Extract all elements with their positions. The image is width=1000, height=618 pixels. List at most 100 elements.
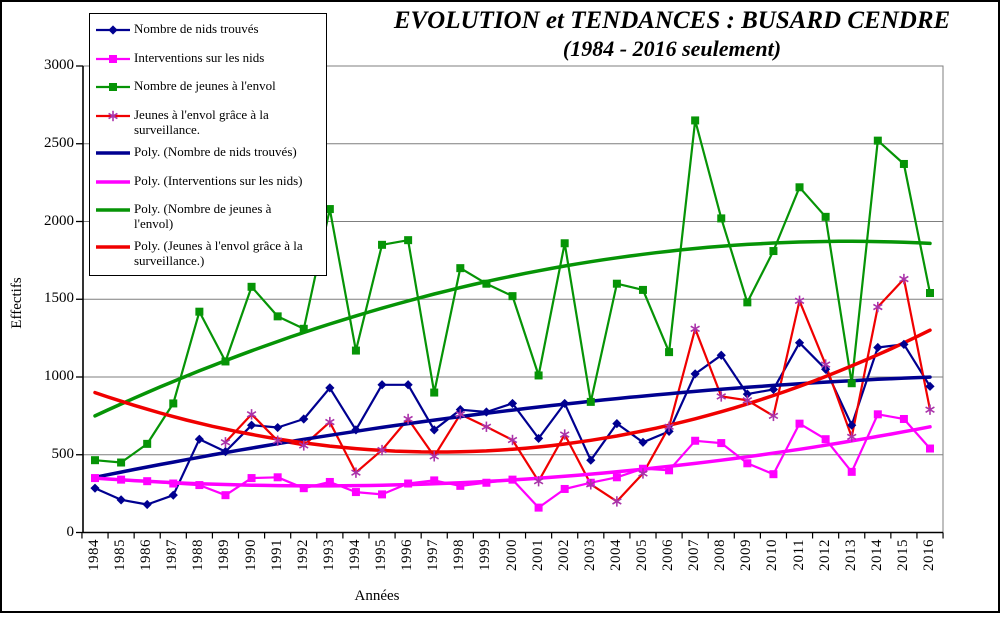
- diamond-marker: [638, 437, 648, 447]
- square-marker: [534, 503, 543, 512]
- square-marker: [612, 279, 621, 288]
- square-marker: [665, 466, 674, 475]
- square-marker: [743, 298, 752, 307]
- square-marker: [351, 488, 360, 497]
- asterisk-marker: [351, 467, 361, 478]
- x-tick-label: 1997: [425, 539, 442, 571]
- legend-item-label: Jeunes à l'envol grâce à la surveillance…: [134, 107, 269, 138]
- square-marker: [221, 491, 230, 500]
- asterisk-marker: [325, 416, 335, 428]
- square-marker: [195, 307, 204, 316]
- square-marker: [325, 205, 334, 214]
- square-marker: [691, 436, 700, 445]
- square-marker: [795, 419, 804, 428]
- asterisk-marker: [377, 444, 387, 456]
- square-marker: [109, 83, 117, 92]
- asterisk-marker: [403, 413, 413, 425]
- square-marker: [534, 371, 543, 380]
- square-marker: [717, 439, 726, 448]
- diamond-marker: [194, 434, 204, 444]
- square-marker: [247, 474, 256, 483]
- x-tick-label: 1985: [112, 539, 129, 571]
- square-marker: [691, 116, 700, 125]
- square-marker: [117, 458, 126, 467]
- y-tick-label: 0: [66, 523, 75, 540]
- x-tick-label: 1989: [216, 539, 233, 571]
- square-marker: [717, 214, 726, 223]
- square-marker: [456, 264, 465, 273]
- x-tick-label: 2006: [660, 539, 677, 571]
- diamond-marker: [403, 380, 413, 390]
- square-marker: [665, 348, 674, 357]
- square-marker: [899, 414, 908, 423]
- square-marker: [926, 444, 934, 453]
- x-tick-label: 2011: [790, 539, 807, 571]
- square-marker: [456, 481, 465, 490]
- diamond-marker: [873, 342, 883, 353]
- y-tick-label: 1000: [44, 368, 74, 384]
- x-tick-label: 2002: [555, 539, 572, 571]
- chart-title-line-1: EVOLUTION et TENDANCES : BUSARD CENDRE: [393, 7, 951, 34]
- square-marker: [273, 312, 282, 321]
- diamond-marker: [794, 338, 805, 348]
- x-tick-label: 1999: [477, 539, 494, 571]
- diamond-marker: [299, 414, 309, 424]
- square-marker: [430, 388, 439, 397]
- chart-title: EVOLUTION et TENDANCES : BUSARD CENDRE (…: [372, 6, 972, 61]
- x-tick-label: 2015: [894, 539, 911, 571]
- x-tick-label: 2004: [607, 539, 624, 571]
- diamond-marker: [533, 433, 544, 444]
- legend-item-label: Nombre de nids trouvés: [134, 21, 259, 36]
- diamond-marker: [612, 419, 622, 429]
- x-tick-label: 2009: [738, 539, 755, 571]
- square-marker: [117, 475, 126, 484]
- x-tick-label: 2000: [503, 539, 520, 571]
- y-tick-label: 500: [51, 445, 75, 462]
- diamond-marker: [716, 350, 726, 360]
- square-marker: [638, 285, 647, 294]
- asterisk-marker: [664, 421, 674, 432]
- asterisk-marker: [638, 468, 648, 479]
- diamond-marker: [586, 455, 596, 465]
- legend-trend-marker: [96, 201, 134, 223]
- asterisk-marker: [298, 440, 309, 451]
- square-marker: [899, 159, 908, 168]
- x-axis-title: Années: [354, 588, 400, 604]
- legend-item: Poly. (Jeunes à l'envol grâce à la surve…: [96, 238, 322, 268]
- square-marker: [247, 282, 256, 291]
- square-marker: [143, 439, 152, 448]
- square-marker: [273, 473, 282, 482]
- square-marker: [612, 473, 621, 482]
- asterisk-marker: [272, 435, 283, 446]
- asterisk-marker: [481, 421, 492, 432]
- square-marker: [404, 479, 413, 488]
- square-marker: [378, 240, 387, 249]
- legend-item: Interventions sur les nids: [96, 50, 322, 72]
- diamond-marker: [690, 369, 700, 379]
- asterisk-marker: [768, 410, 779, 422]
- square-marker: [821, 435, 830, 444]
- x-tick-label: 2010: [764, 539, 781, 571]
- y-tick-label: 2500: [44, 134, 74, 151]
- y-tick-label: 1500: [44, 290, 74, 307]
- legend-item: Nombre de nids trouvés: [96, 21, 322, 43]
- square-marker: [586, 397, 595, 406]
- legend-item: Nombre de jeunes à l'envol: [96, 78, 322, 100]
- asterisk-marker: [716, 391, 727, 402]
- diamond-marker: [768, 384, 779, 395]
- square-marker: [847, 379, 856, 388]
- asterisk-marker: [846, 431, 857, 443]
- square-marker: [482, 478, 491, 487]
- x-tick-label: 2014: [868, 539, 885, 571]
- square-marker: [143, 477, 152, 486]
- diamond-marker: [90, 483, 100, 493]
- square-marker: [221, 357, 230, 366]
- x-tick-label: 2007: [686, 539, 703, 571]
- x-tick-label: 1996: [399, 539, 416, 571]
- square-marker: [404, 236, 413, 245]
- legend-series-marker: [96, 107, 134, 129]
- square-marker: [560, 484, 569, 493]
- square-marker: [325, 477, 334, 486]
- x-tick-label: 1984: [86, 539, 102, 571]
- square-marker: [482, 279, 491, 288]
